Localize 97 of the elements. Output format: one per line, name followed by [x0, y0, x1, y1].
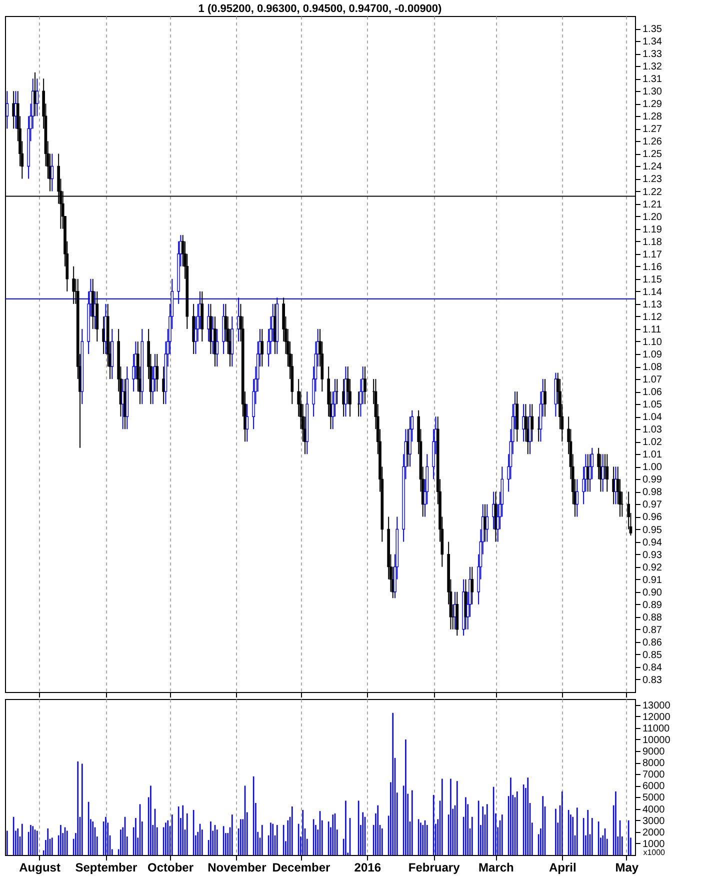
y-tick-label: 4000 [642, 804, 666, 816]
y-tick-label: 1.01 [642, 450, 662, 461]
y-tick-label: 0.94 [642, 537, 662, 548]
y-tick-label: 1.10 [642, 336, 662, 348]
y-tick-label: 1.00 [642, 462, 662, 474]
y-tick-label: 1.23 [642, 174, 662, 186]
x-tick-label: April [548, 860, 576, 874]
y-tick-label: 0.85 [642, 650, 662, 661]
y-tick-label: 1.32 [642, 62, 662, 73]
y-tick-label: 7000 [642, 770, 666, 781]
y-tick-label: 0.93 [642, 550, 662, 561]
x-tick-label: November [208, 860, 267, 874]
y-tick-label: 1.33 [642, 49, 662, 60]
y-tick-label: 3000 [642, 816, 666, 827]
x-tick-label: December [272, 860, 331, 874]
y-tick-label: 1.29 [642, 99, 662, 110]
candlestick [470, 566, 474, 605]
y-tick-label: 9000 [642, 746, 666, 758]
y-tick-label: 1.22 [642, 186, 662, 198]
y-tick-label: 1.30 [642, 86, 662, 98]
y-tick-label: 5000 [642, 792, 666, 804]
y-tick-label: 0.88 [642, 612, 662, 624]
y-tick-label: 1.11 [642, 324, 662, 336]
y-tick-label: 1.06 [642, 387, 662, 398]
candlestick [216, 328, 219, 368]
y-tick-label: 0.84 [642, 662, 662, 674]
chart-title: 1 (0.95200, 0.96300, 0.94500, 0.94700, -0.00900) [198, 3, 442, 15]
y-tick-label: 1.35 [642, 24, 662, 36]
candlestick [246, 404, 249, 442]
y-tick-label: 0.89 [642, 600, 662, 611]
y-tick-label: 11000 [642, 723, 670, 734]
candlestick [36, 78, 39, 117]
y-tick-label: 1.04 [642, 412, 662, 424]
y-tick-label: 13000 [642, 700, 671, 712]
y-tick-label: 1.28 [642, 112, 662, 123]
candlestick [606, 454, 609, 492]
candlestick [156, 354, 159, 392]
candlestick [72, 266, 75, 304]
y-tick-label: 1.07 [642, 374, 662, 386]
y-tick-label: 0.90 [642, 587, 662, 598]
y-tick-label: 1.31 [642, 74, 662, 86]
candlestick [342, 378, 345, 418]
candlestick [486, 504, 489, 542]
x-tick-label: May [615, 860, 639, 874]
y-tick-label: 12000 [642, 712, 671, 723]
candlestick [162, 366, 165, 405]
y-tick-label: 0.99 [642, 474, 662, 486]
y-tick-label: 1.18 [642, 236, 662, 248]
candlestick [522, 404, 525, 442]
candlestick [207, 303, 210, 342]
y-tick-label: 6000 [642, 781, 666, 792]
y-tick-label: 1.24 [642, 162, 662, 173]
x-tick-label: February [408, 860, 460, 874]
y-tick-label: 0.87 [642, 624, 662, 636]
y-tick-label: 1.27 [642, 124, 662, 136]
y-tick-label: 0.86 [642, 637, 662, 648]
y-tick-label: 1000 [642, 838, 666, 850]
y-tick-label: 8000 [642, 758, 666, 770]
y-tick-label: 1.05 [642, 400, 662, 411]
y-tick-label: 1.12 [642, 312, 662, 323]
y-tick-label: 0.95 [642, 524, 662, 536]
x-tick-label: September [75, 860, 138, 874]
x-tick-label: 2016 [354, 860, 382, 874]
y-tick-label: 1.15 [642, 274, 662, 286]
candlestick [544, 378, 546, 418]
y-tick-label: 1.21 [642, 199, 662, 210]
y-tick-label: 1.16 [642, 262, 662, 273]
y-tick-label: 1.09 [642, 350, 662, 360]
y-tick-label: 0.96 [642, 512, 662, 524]
candlestick [102, 316, 105, 354]
x-tick-label: October [147, 860, 194, 874]
y-tick-label: 1.26 [642, 136, 662, 148]
candlestick [6, 90, 9, 130]
y-tick-label: 0.98 [642, 487, 662, 498]
y-tick-label: 0.91 [642, 574, 662, 586]
y-tick-label: 1.14 [642, 286, 662, 298]
y-tick-label: 0.92 [642, 562, 662, 574]
y-tick-label: 10000 [642, 734, 671, 746]
candlestick [530, 404, 534, 442]
x-tick-label: August [19, 860, 60, 874]
y-tick-label: 1.20 [642, 212, 662, 223]
candlestick [364, 366, 366, 405]
x-tick-label: March [478, 860, 514, 874]
y-tick-label: 0.97 [642, 500, 662, 511]
y-tick-label: 1.34 [642, 36, 662, 48]
text: x1000 [643, 848, 666, 857]
y-tick-label: 1.08 [642, 362, 662, 374]
y-tick-label: 1.19 [642, 224, 662, 236]
y-tick-label: 1.13 [642, 299, 662, 310]
y-tick-label: 1.17 [642, 249, 662, 260]
candlestick [50, 153, 54, 192]
y-tick-label: 2000 [642, 827, 666, 838]
candlestick [601, 454, 604, 492]
y-tick-label: 1.25 [642, 149, 662, 160]
y-tick-label: 1.03 [642, 424, 662, 436]
y-tick-label: 0.83 [642, 674, 662, 686]
y-tick-label: 1.02 [642, 437, 662, 448]
